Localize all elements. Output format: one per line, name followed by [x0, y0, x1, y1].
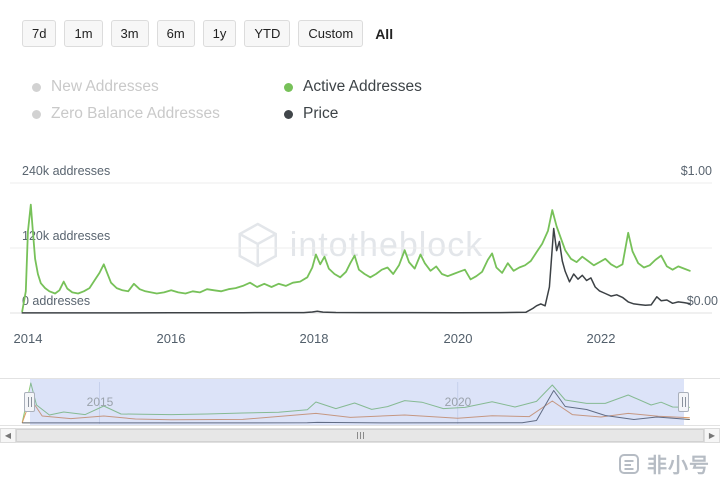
legend-label: New Addresses	[51, 78, 159, 95]
y-axis-label-120k: 120k addresses	[22, 229, 111, 243]
timeframe-6m[interactable]: 6m	[156, 20, 195, 47]
timeframe-7d[interactable]: 7d	[22, 20, 57, 47]
legend-label: Price	[303, 105, 339, 122]
legend-item-new-addresses[interactable]: New Addresses	[32, 78, 284, 96]
timeframe-3m[interactable]: 3m	[110, 20, 149, 47]
scrollbar-right-arrow-icon[interactable]: ▶	[704, 428, 720, 443]
legend-item-active-addresses[interactable]: Active Addresses	[284, 78, 422, 96]
main-chart[interactable]	[0, 155, 720, 330]
x-tick-2022: 2022	[586, 331, 616, 346]
watermark-text: intotheblock	[289, 225, 484, 264]
timeframe-1y[interactable]: 1y	[202, 20, 237, 47]
timeframe-ytd[interactable]: YTD	[244, 20, 291, 47]
x-tick-2018: 2018	[299, 331, 329, 346]
price-axis-label-0: $0.00	[686, 294, 718, 308]
legend-item-zero-balance-addresses[interactable]: Zero Balance Addresses	[32, 105, 284, 123]
scrollbar-track[interactable]	[16, 428, 704, 443]
chart-scrollbar: ◀ ▶	[0, 428, 720, 443]
timeframe-1m[interactable]: 1m	[64, 20, 103, 47]
timeframe-all-selected[interactable]: All	[371, 21, 397, 47]
brand-text: 非小号	[647, 453, 710, 477]
y-axis-label-0: 0 addresses	[22, 294, 91, 308]
scrollbar-left-arrow-icon[interactable]: ◀	[0, 428, 16, 443]
legend-label: Zero Balance Addresses	[51, 105, 220, 122]
x-tick-2016: 2016	[156, 331, 186, 346]
scrollbar-thumb[interactable]	[16, 429, 704, 442]
legend-dot-icon	[284, 82, 293, 92]
navigator: 2015 2020	[0, 378, 720, 426]
legend-dot-icon	[32, 82, 41, 92]
navigator-right-handle[interactable]	[678, 392, 689, 412]
feixiaohao-watermark: 非小号	[618, 449, 710, 478]
x-tick-2014: 2014	[13, 331, 43, 346]
navigator-left-handle[interactable]	[24, 392, 35, 412]
legend-label: Active Addresses	[303, 78, 422, 95]
intotheblock-watermark: intotheblock	[237, 222, 483, 268]
x-tick-2020: 2020	[443, 331, 473, 346]
y-axis-label-240k: 240k addresses	[22, 164, 111, 178]
navigator-chart	[21, 382, 690, 424]
feixiaohao-logo-icon	[619, 453, 639, 474]
navigator-label-2015: 2015	[86, 395, 114, 409]
navigator-selected-range[interactable]	[30, 379, 684, 425]
legend-dot-icon	[284, 109, 293, 119]
legend-item-price[interactable]: Price	[284, 105, 422, 123]
legend: New Addresses Active Addresses Zero Bala…	[32, 78, 422, 123]
price-axis-label-1: $1.00	[680, 164, 712, 178]
timeframe-bar: 7d 1m 3m 6m 1y YTD Custom All	[22, 20, 397, 47]
navigator-label-2020: 2020	[444, 395, 472, 409]
legend-dot-icon	[32, 109, 41, 119]
timeframe-custom[interactable]: Custom	[298, 20, 364, 47]
